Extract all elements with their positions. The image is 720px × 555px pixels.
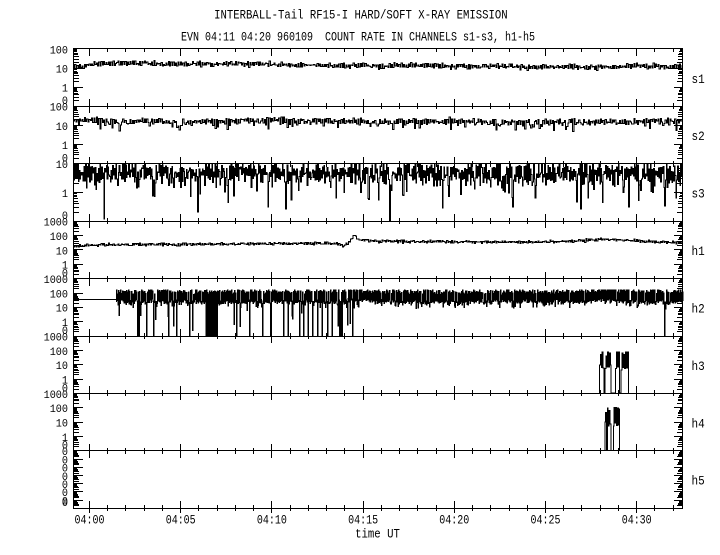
svg-text:s3: s3 [692,188,705,202]
svg-text:EVN 04:11 04:20 960109 COUNT: EVN 04:11 04:20 960109 COUNT RATE IN CHA… [181,29,535,44]
svg-text:s1: s1 [692,73,705,87]
svg-text:100: 100 [50,347,68,359]
svg-text:1: 1 [62,375,68,387]
svg-text:0: 0 [62,472,68,484]
svg-text:10: 10 [56,64,68,76]
svg-text:h1: h1 [692,245,705,259]
svg-text:s2: s2 [692,130,705,144]
svg-text:0: 0 [62,496,68,508]
svg-text:0: 0 [62,464,68,476]
svg-text:0: 0 [62,154,68,166]
svg-text:0: 0 [62,326,68,338]
svg-text:1000: 1000 [44,218,68,230]
svg-text:04:15: 04:15 [348,513,378,528]
svg-text:time UT: time UT [355,527,400,542]
svg-text:1: 1 [62,141,68,153]
svg-text:100: 100 [50,45,68,57]
svg-text:10: 10 [56,246,68,258]
svg-text:04:30: 04:30 [622,513,652,528]
svg-text:1000: 1000 [44,390,68,402]
svg-text:0: 0 [62,441,68,453]
svg-text:04:10: 04:10 [257,513,287,528]
svg-text:1: 1 [62,261,68,273]
svg-text:0: 0 [62,480,68,492]
svg-text:1: 1 [62,84,68,96]
svg-text:10: 10 [56,419,68,431]
svg-text:10: 10 [56,122,68,134]
svg-text:100: 100 [50,289,68,301]
svg-text:04:20: 04:20 [439,513,469,528]
svg-text:h5: h5 [692,475,705,489]
svg-text:0: 0 [62,268,68,280]
svg-text:1: 1 [62,318,68,330]
svg-text:h3: h3 [692,360,705,374]
svg-text:0: 0 [62,498,68,510]
svg-text:10: 10 [56,160,68,172]
svg-text:h4: h4 [692,417,705,431]
svg-text:100: 100 [50,103,68,115]
svg-text:04:00: 04:00 [75,513,105,528]
svg-text:100: 100 [50,232,68,244]
svg-text:1: 1 [62,189,68,201]
svg-text:04:25: 04:25 [531,513,561,528]
svg-text:10: 10 [56,304,68,316]
svg-text:0: 0 [62,96,68,108]
svg-text:10: 10 [56,361,68,373]
svg-text:1000: 1000 [44,275,68,287]
svg-text:0: 0 [62,383,68,395]
svg-text:INTERBALL-Tail RF15-I HARD/SOF: INTERBALL-Tail RF15-I HARD/SOFT X-RAY EM… [214,7,507,22]
svg-text:0: 0 [62,447,68,459]
svg-text:100: 100 [50,404,68,416]
svg-text:1: 1 [62,433,68,445]
svg-text:0: 0 [62,211,68,223]
svg-text:0: 0 [62,488,68,500]
svg-text:1000: 1000 [44,332,68,344]
svg-text:0: 0 [62,455,68,467]
svg-text:04:05: 04:05 [166,513,196,528]
svg-text:h2: h2 [692,302,705,316]
